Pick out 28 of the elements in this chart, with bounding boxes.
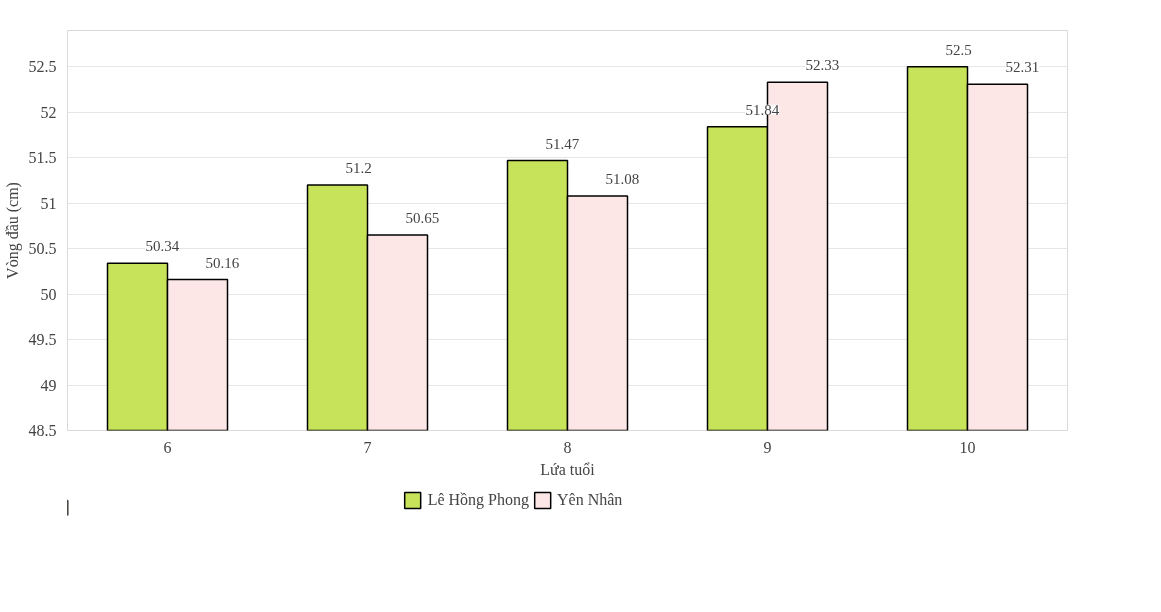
y-tick-label: 49	[40, 376, 57, 394]
y-tick-label: 52.5	[28, 58, 57, 76]
y-tick-label: 48.5	[28, 422, 57, 439]
data-label: 51.2	[345, 160, 372, 177]
legend-label: Yên Nhân	[556, 491, 623, 509]
x-tick-label: 10	[959, 438, 976, 456]
data-label: 52.31	[1005, 59, 1040, 76]
data-label: 52.5	[945, 41, 972, 58]
y-tick-label: 49.5	[28, 331, 57, 349]
y-tick-label: 50.5	[28, 240, 57, 258]
data-label: 50.34	[145, 238, 180, 255]
data-label: 52.33	[805, 57, 840, 74]
y-tick-label: 50	[40, 285, 57, 303]
data-label: 50.65	[405, 210, 440, 227]
x-tick-label: 8	[563, 438, 572, 456]
data-label: 51.47	[545, 135, 580, 152]
y-tick-label: 51	[40, 194, 57, 212]
x-axis-title: Lứa tuổi	[540, 460, 596, 478]
y-tick-label: 51.5	[28, 149, 57, 167]
y-tick-label: 52	[40, 103, 57, 121]
x-tick-label: 6	[163, 438, 172, 456]
legend-label: Lê Hồng Phong	[427, 491, 529, 509]
data-label: 50.16	[205, 254, 240, 271]
x-tick-label: 7	[363, 438, 372, 456]
y-axis-title: Vòng đầu (cm)	[3, 182, 22, 279]
data-label: 51.84	[745, 101, 780, 118]
x-tick-label: 9	[763, 438, 772, 456]
data-label: 51.08	[605, 170, 640, 187]
